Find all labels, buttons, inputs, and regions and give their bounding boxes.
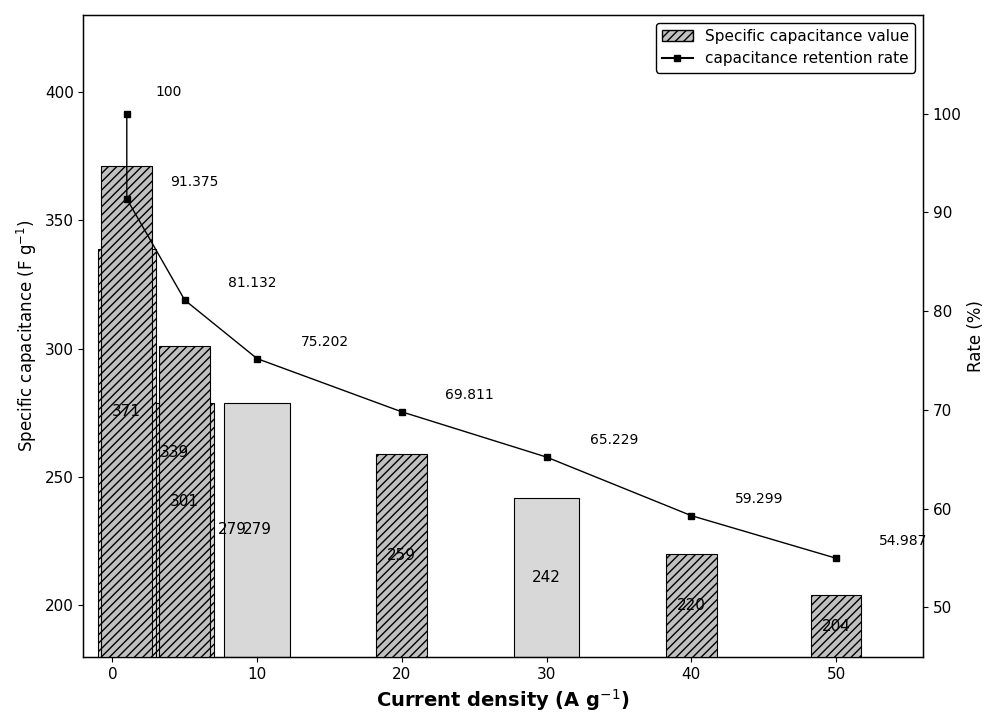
Bar xyxy=(224,403,290,657)
Text: 242: 242 xyxy=(532,570,561,585)
Bar xyxy=(98,249,156,657)
Text: 59.299: 59.299 xyxy=(735,491,783,506)
Text: 371: 371 xyxy=(112,404,141,419)
Text: 54.987: 54.987 xyxy=(879,534,928,548)
Text: 81.132: 81.132 xyxy=(228,276,277,290)
Bar xyxy=(159,347,210,657)
Text: 65.229: 65.229 xyxy=(590,433,638,447)
Y-axis label: Specific capacitance (F g$^{-1}$): Specific capacitance (F g$^{-1}$) xyxy=(15,220,39,452)
Text: 69.811: 69.811 xyxy=(445,388,494,402)
Text: 279: 279 xyxy=(218,522,247,537)
Y-axis label: Rate (%): Rate (%) xyxy=(967,300,985,372)
Bar xyxy=(666,554,717,657)
Bar xyxy=(156,403,214,657)
Text: 100: 100 xyxy=(156,85,182,99)
Bar xyxy=(101,167,152,657)
X-axis label: Current density (A g$^{-1}$): Current density (A g$^{-1}$) xyxy=(376,687,630,713)
Text: 259: 259 xyxy=(387,548,416,563)
Text: 301: 301 xyxy=(170,494,199,509)
Bar xyxy=(376,454,427,657)
Text: 339: 339 xyxy=(160,446,189,460)
Bar xyxy=(811,596,861,657)
Text: 220: 220 xyxy=(677,598,706,613)
Text: 91.375: 91.375 xyxy=(170,175,219,189)
Legend: Specific capacitance value, capacitance retention rate: Specific capacitance value, capacitance … xyxy=(656,23,915,73)
Text: 204: 204 xyxy=(822,619,850,633)
Text: 279: 279 xyxy=(243,522,272,537)
Text: 75.202: 75.202 xyxy=(300,335,349,349)
Bar xyxy=(514,498,579,657)
